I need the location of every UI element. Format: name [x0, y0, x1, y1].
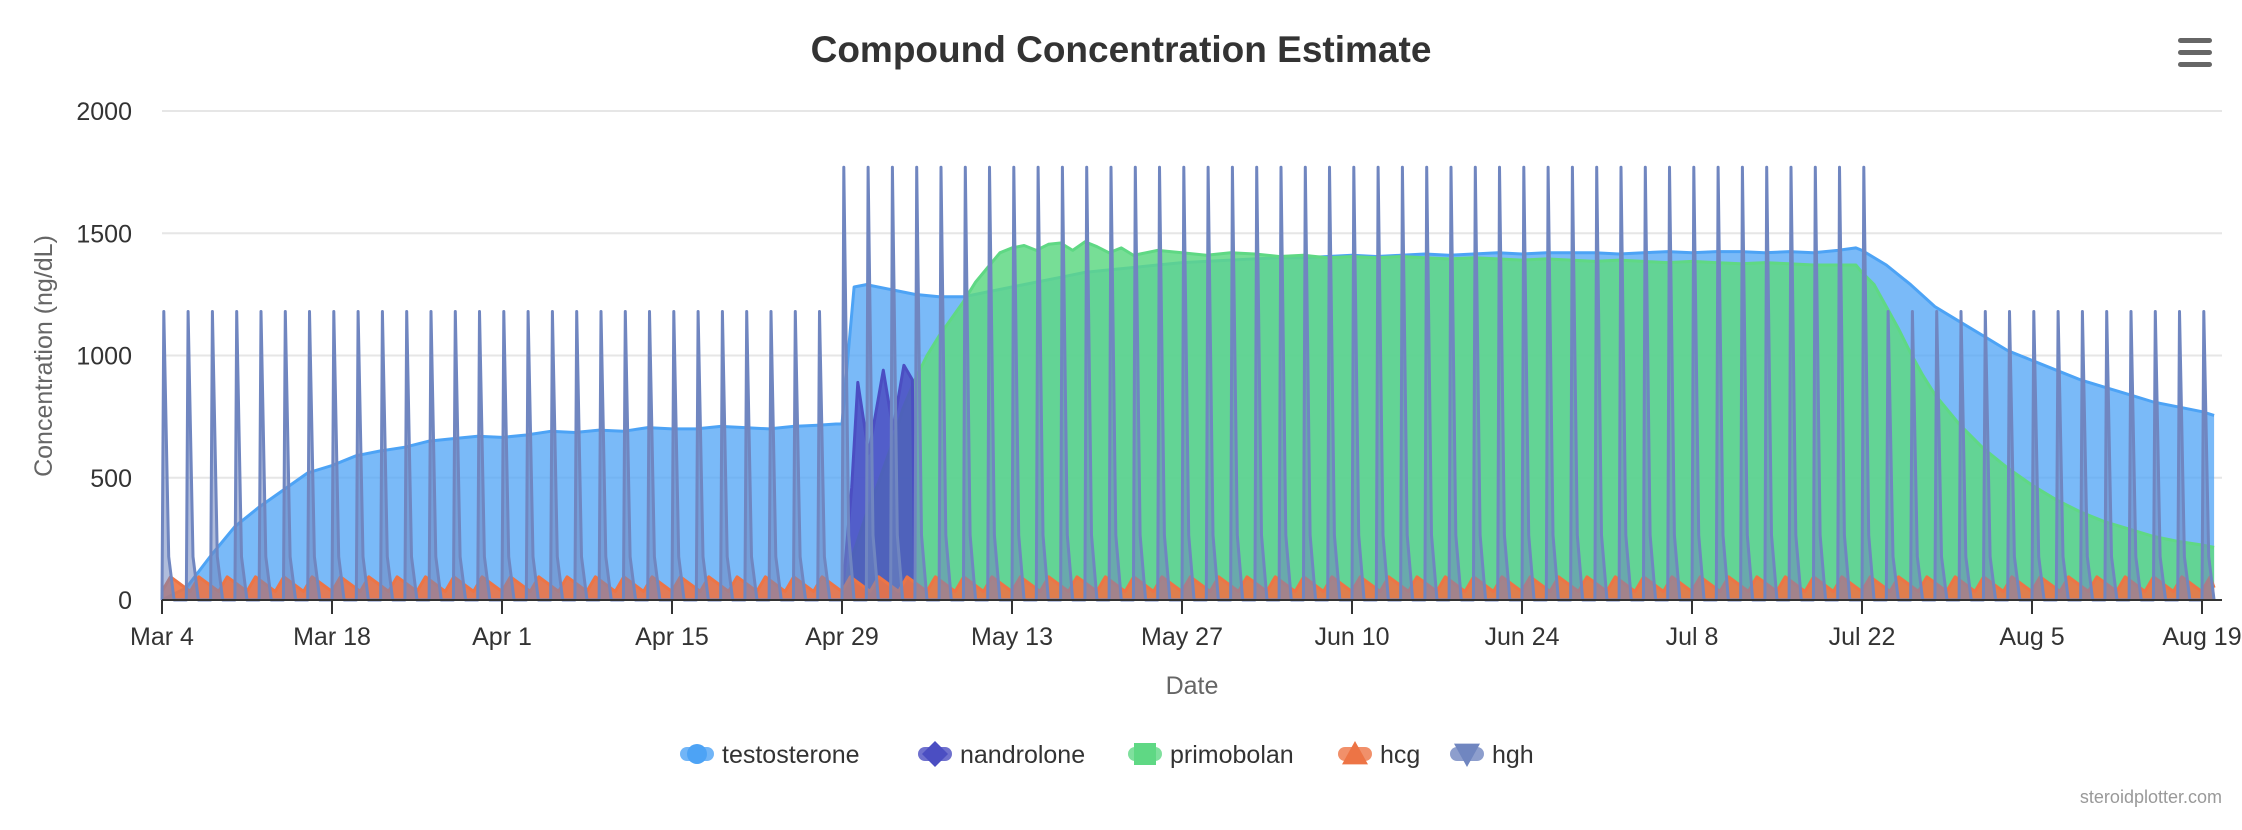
legend-marker-icon: [1134, 743, 1156, 765]
legend-item-hgh[interactable]: hgh: [1450, 741, 1534, 769]
legend-marker-icon: [687, 744, 707, 764]
legend-label: hcg: [1380, 741, 1420, 769]
hamburger-menu-icon[interactable]: [2178, 38, 2212, 67]
chart-title: Compound Concentration Estimate: [811, 29, 1432, 70]
y-tick-label: 1500: [76, 220, 132, 248]
x-tick-label: Jun 24: [1484, 623, 1559, 651]
legend-label: hgh: [1492, 741, 1534, 769]
x-tick-label: Apr 29: [805, 623, 879, 651]
series-layer: [160, 165, 2216, 602]
x-tick-label: Apr 15: [635, 623, 709, 651]
x-tick-label: Mar 4: [130, 623, 194, 651]
y-tick-label: 0: [118, 587, 132, 615]
axes: 0 500 1000 1500 2000 Mar 4 Mar 18 Apr 1 Apr 15 Ap…: [76, 98, 2241, 651]
legend-item-testosterone[interactable]: testosterone: [680, 741, 860, 769]
legend-item-primobolan[interactable]: primobolan: [1128, 741, 1294, 769]
y-tick-label: 500: [90, 465, 132, 493]
credits-link[interactable]: steroidplotter.com: [2080, 787, 2222, 807]
x-axis-title: Date: [1166, 672, 1219, 700]
legend-item-hcg[interactable]: hcg: [1338, 741, 1420, 769]
x-tick-label: Jul 22: [1829, 623, 1896, 651]
legend-label: testosterone: [722, 741, 860, 769]
x-tick-label: Mar 18: [293, 623, 371, 651]
legend-marker-icon: [1454, 743, 1480, 767]
nandrolone-line: [840, 363, 917, 601]
legend-marker-icon: [922, 741, 948, 767]
x-tick-label: Jul 8: [1666, 623, 1719, 651]
legend: testosterone nandrolone primobolan hcg hgh: [680, 741, 1534, 769]
legend-label: nandrolone: [960, 741, 1085, 769]
x-tick-label: Apr 1: [472, 623, 532, 651]
y-tick-label: 2000: [76, 98, 132, 126]
x-tick-label: Aug 19: [2162, 623, 2241, 651]
x-tick-label: Aug 5: [1999, 623, 2064, 651]
x-tick-label: Jun 10: [1314, 623, 1389, 651]
legend-item-nandrolone[interactable]: nandrolone: [918, 741, 1085, 769]
series-hgh[interactable]: [160, 165, 2216, 602]
y-axis-title: Concentration (ng/dL): [30, 235, 58, 477]
legend-label: primobolan: [1170, 741, 1294, 769]
x-tick-label: May 27: [1141, 623, 1223, 651]
y-tick-label: 1000: [76, 343, 132, 371]
x-tick-label: May 13: [971, 623, 1053, 651]
hgh-area: [162, 167, 2215, 600]
hgh-line: [160, 165, 2216, 602]
legend-marker-icon: [1342, 741, 1368, 765]
